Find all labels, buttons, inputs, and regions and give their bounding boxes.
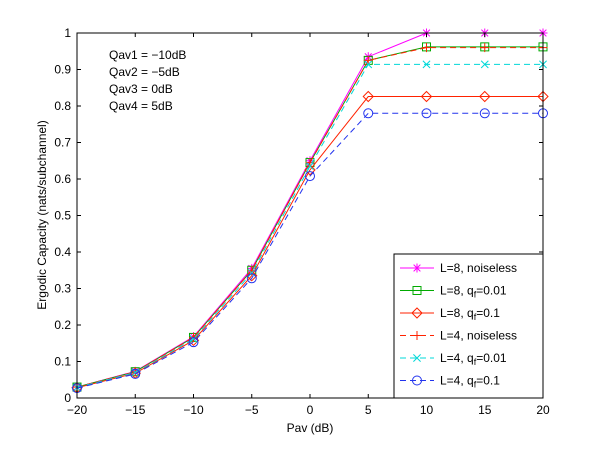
series-layer bbox=[71, 28, 549, 394]
series-line bbox=[76, 96, 543, 389]
x-tick-label: −10 bbox=[183, 403, 204, 417]
data-point bbox=[130, 368, 141, 379]
data-point bbox=[364, 60, 373, 69]
annotation-block: Qav1 = −10dB Qav2 = −5dB Qav3 = 0dB Qav4… bbox=[109, 48, 186, 113]
data-point bbox=[363, 108, 374, 119]
x-tick-label: 20 bbox=[536, 403, 550, 417]
data-point bbox=[420, 90, 433, 103]
series-line bbox=[76, 47, 543, 388]
series-line bbox=[76, 63, 543, 388]
data-point bbox=[421, 108, 432, 119]
legend-entry: L=8, noiseless bbox=[400, 261, 517, 275]
data-point bbox=[479, 90, 491, 103]
y-tick-label: 0.6 bbox=[54, 172, 71, 186]
y-tick-label: 0.2 bbox=[54, 318, 71, 332]
legend: L=8, noiseless L=8, qf=0.01 L=8, qf=0.1 L=4… bbox=[393, 253, 544, 399]
y-tick-label: 1 bbox=[64, 26, 71, 40]
legend-label: L=8, qf=0.1 bbox=[440, 306, 500, 322]
x-tick-label: 10 bbox=[420, 403, 434, 417]
x-tick-label: 5 bbox=[365, 403, 372, 417]
x-tick-label: −5 bbox=[245, 403, 259, 417]
data-point bbox=[189, 334, 198, 343]
data-point bbox=[479, 108, 490, 119]
legend-entry: L=4, qf=0.1 bbox=[400, 374, 500, 390]
data-point bbox=[306, 162, 314, 171]
y-axis-label: Ergodic Capacity (nats/subchannel) bbox=[35, 120, 49, 309]
legend-entry: L=4, qf=0.01 bbox=[400, 351, 507, 367]
x-tick-label: −15 bbox=[125, 403, 146, 417]
y-tick-label: 0.1 bbox=[54, 355, 71, 369]
data-point bbox=[247, 268, 256, 277]
data-point bbox=[480, 60, 489, 69]
data-point bbox=[362, 90, 374, 103]
annotation-qav4: Qav4 = 5dB bbox=[109, 99, 173, 113]
annotation-qav2: Qav2 = −5dB bbox=[109, 65, 180, 79]
x-axis-label: Pav (dB) bbox=[287, 421, 334, 435]
data-point bbox=[305, 171, 315, 182]
legend-label: L=4, noiseless bbox=[440, 329, 517, 343]
x-tick-label: 0 bbox=[307, 403, 314, 417]
y-tick-label: 0.4 bbox=[54, 245, 71, 259]
legend-label: L=8, noiseless bbox=[440, 261, 517, 275]
y-tick-label: 0.8 bbox=[54, 99, 71, 113]
data-point bbox=[422, 60, 431, 69]
series-line bbox=[76, 112, 543, 389]
legend-label: L=4, qf=0.01 bbox=[440, 351, 507, 367]
legend-entry: L=8, qf=0.01 bbox=[400, 284, 507, 300]
data-point bbox=[480, 43, 490, 53]
legend-marker bbox=[411, 307, 423, 319]
y-tick-label: 0.7 bbox=[54, 136, 71, 150]
legend-marker bbox=[413, 354, 421, 362]
data-point bbox=[188, 337, 199, 348]
annotation-qav1: Qav1 = −10dB bbox=[109, 48, 186, 62]
annotation-qav3: Qav3 = 0dB bbox=[109, 82, 173, 96]
legend-box bbox=[393, 253, 544, 399]
legend-label: L=8, qf=0.01 bbox=[440, 284, 507, 300]
y-tick-label: 0.9 bbox=[54, 63, 71, 77]
y-tick-label: 0.3 bbox=[54, 282, 71, 296]
legend-label: L=4, qf=0.1 bbox=[440, 374, 500, 390]
legend-marker bbox=[412, 286, 422, 295]
legend-marker bbox=[412, 263, 422, 273]
legend-entry: L=4, noiseless bbox=[400, 329, 517, 343]
x-tick-label: −20 bbox=[67, 403, 88, 417]
y-tick-label: 0.5 bbox=[54, 209, 71, 223]
series-5 bbox=[73, 60, 547, 392]
legend-entry: L=8, qf=0.1 bbox=[400, 306, 500, 322]
data-point bbox=[246, 273, 257, 284]
series-6 bbox=[72, 108, 548, 394]
data-point bbox=[363, 55, 373, 65]
legend-marker bbox=[412, 331, 422, 340]
x-tick-label: 15 bbox=[478, 403, 492, 417]
legend-marker bbox=[412, 375, 422, 386]
y-tick-label: 0 bbox=[64, 391, 71, 405]
data-point bbox=[422, 43, 431, 53]
